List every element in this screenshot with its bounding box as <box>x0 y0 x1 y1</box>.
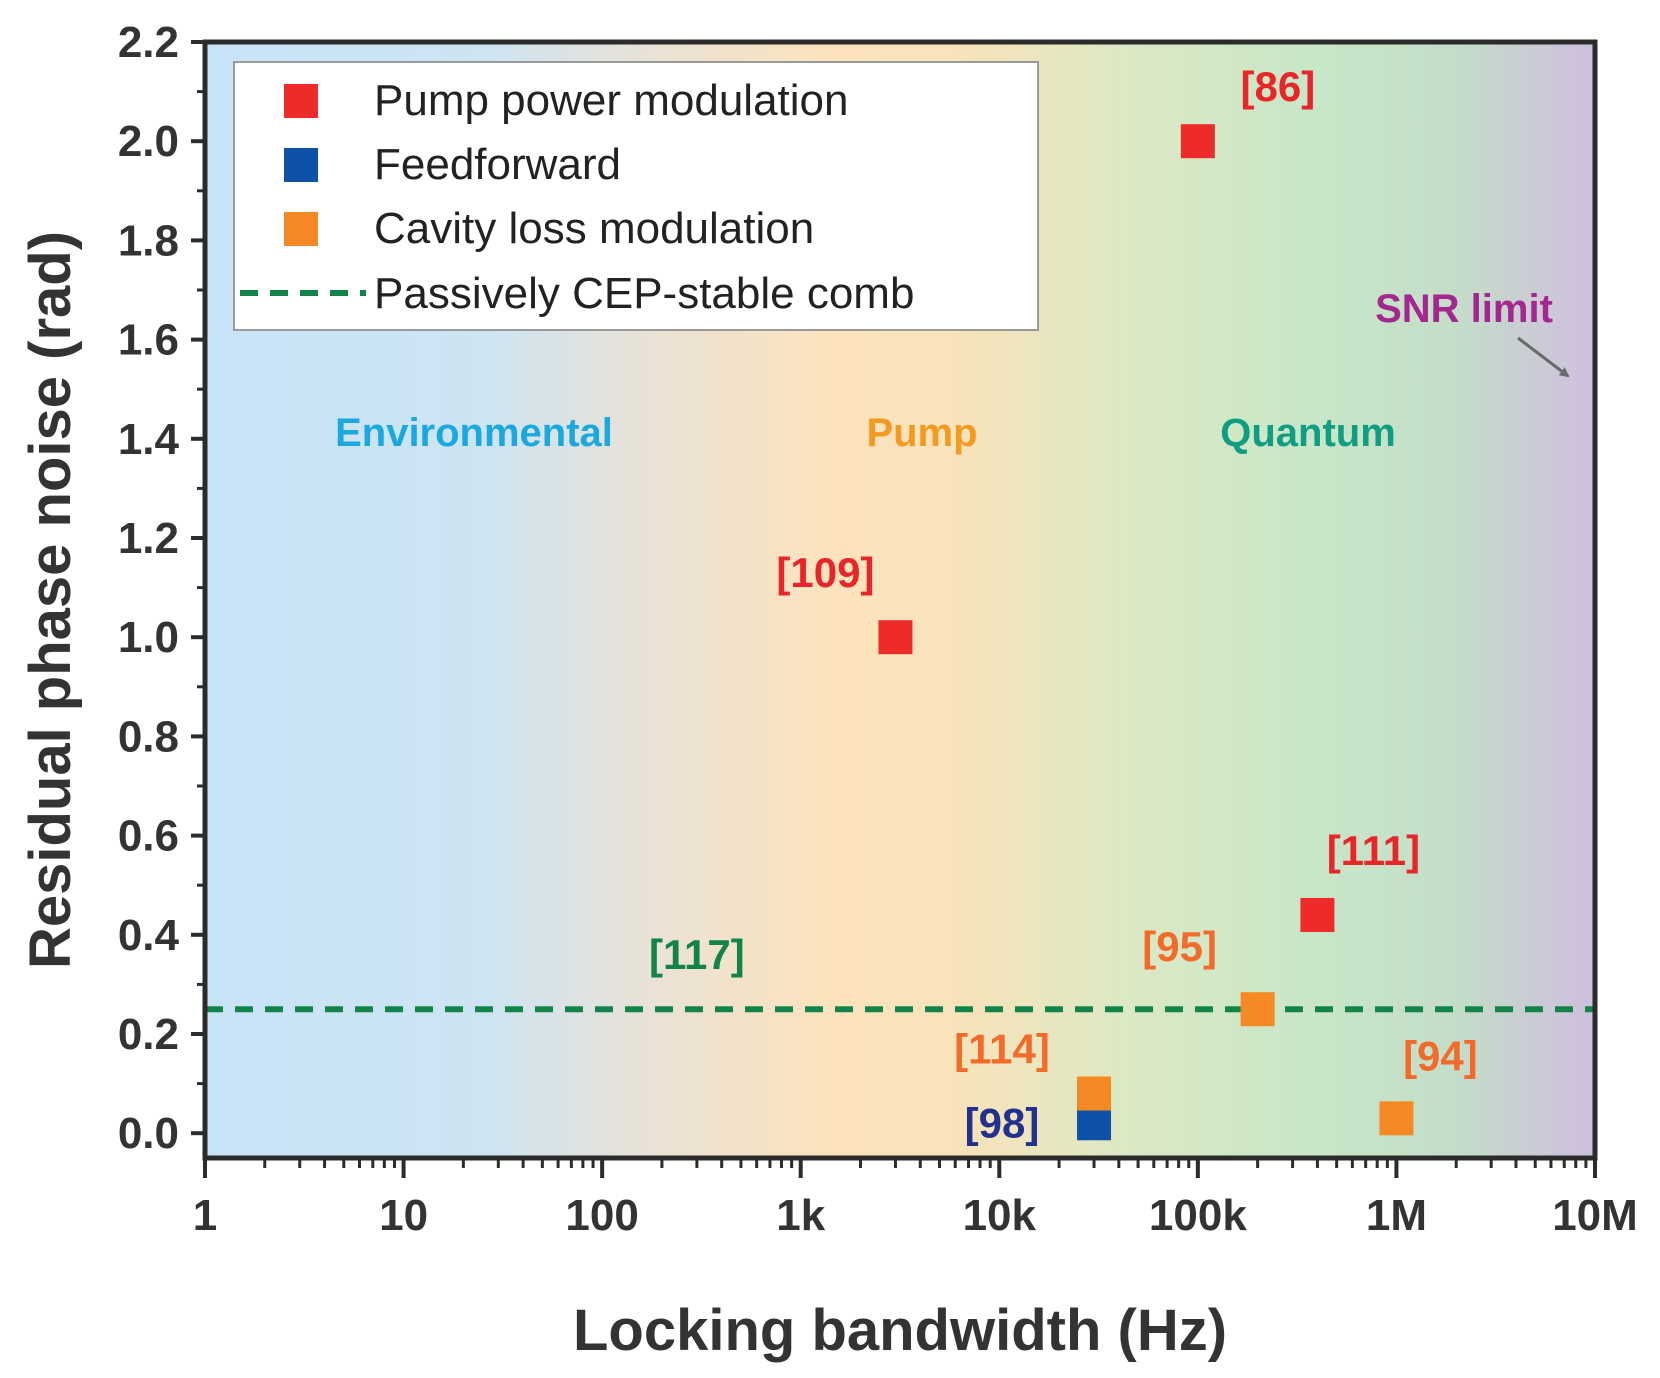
reference-line-label: [117] <box>649 931 745 978</box>
point-label: [94] <box>1403 1032 1478 1079</box>
x-axis-title: Locking bandwidth (Hz) <box>573 1298 1227 1363</box>
point-label: [114] <box>954 1026 1050 1073</box>
y-tick-label: 1.8 <box>118 216 179 265</box>
legend-swatch-cavity-loss <box>284 212 318 246</box>
x-tick-label: 1k <box>776 1191 825 1240</box>
region-label-environmental: Environmental <box>335 411 613 455</box>
legend-swatch-feedforward <box>284 148 318 182</box>
legend-label-cavity-loss: Cavity loss modulation <box>374 204 814 253</box>
data-point <box>1077 1076 1112 1111</box>
data-points: [86] [109] [111] [98] [114] [95] [94] <box>776 63 1477 1146</box>
x-tick-label: 1M <box>1366 1191 1427 1240</box>
region-label-snr-limit: SNR limit <box>1375 287 1553 331</box>
plot-frame <box>202 39 1598 1161</box>
data-point <box>1300 897 1335 932</box>
y-tick-label: 2.0 <box>118 117 179 166</box>
y-tick-label: 0.8 <box>118 712 179 761</box>
y-tick-label: 1.0 <box>118 613 179 662</box>
snr-limit-arrow <box>1517 336 1570 378</box>
point-label: [98] <box>965 1099 1040 1146</box>
legend-swatch-pump-power <box>284 84 318 118</box>
region-label-quantum: Quantum <box>1220 411 1396 455</box>
y-tick-label: 0.4 <box>118 911 180 960</box>
legend-label-feedforward: Feedforward <box>374 140 621 189</box>
y-tick-label: 0.2 <box>118 1010 179 1059</box>
point-label: [109] <box>776 549 874 596</box>
legend-label-reference-line: Passively CEP-stable comb <box>374 269 914 318</box>
data-point <box>878 620 913 655</box>
y-tick-label: 1.6 <box>118 316 179 365</box>
legend-box <box>233 61 1039 331</box>
legend-label-pump-power: Pump power modulation <box>374 76 848 125</box>
y-tick-label: 1.2 <box>118 514 179 563</box>
x-tick-label: 100 <box>565 1191 638 1240</box>
y-tick-label: 1.4 <box>118 415 180 464</box>
x-tick-label: 100k <box>1149 1191 1247 1240</box>
data-point <box>1180 124 1215 159</box>
x-tick-label: 10k <box>963 1191 1037 1240</box>
axis-ticks: 1 10 100 1k 10k 100k 1M 10M 0.0 0.2 0.4 0.6 0.8 1.0 1.… <box>118 18 1638 1240</box>
point-label: [111] <box>1327 827 1420 874</box>
data-point <box>1077 1106 1112 1141</box>
region-label-pump: Pump <box>866 411 977 455</box>
data-point <box>1240 992 1275 1027</box>
y-tick-label: 2.2 <box>118 18 179 67</box>
x-tick-label: 1 <box>193 1191 217 1240</box>
y-tick-label: 0.6 <box>118 812 179 861</box>
x-tick-label: 10M <box>1552 1191 1638 1240</box>
point-label: [95] <box>1142 923 1217 970</box>
x-tick-label: 10 <box>379 1191 428 1240</box>
point-label: [86] <box>1241 63 1316 110</box>
y-axis-title: Residual phase noise (rad) <box>18 231 83 969</box>
legend: Pump power modulation Feedforward Cavity… <box>233 61 1039 331</box>
y-tick-label: 0.0 <box>118 1109 179 1158</box>
data-point <box>1379 1101 1414 1136</box>
